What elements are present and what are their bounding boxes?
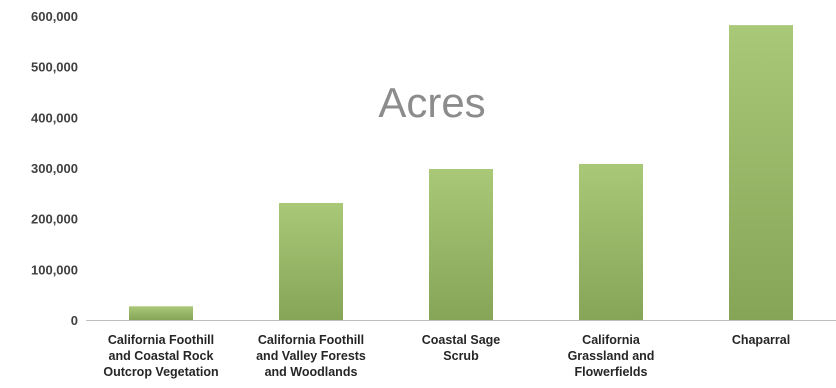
x-category-label: California Foothill and Valley Forests and… [256,333,366,379]
bar [129,306,193,320]
y-tick-label: 100,000 [31,262,78,277]
y-tick-label: 0 [71,313,78,328]
y-tick-label: 600,000 [31,9,78,24]
y-tick-label: 500,000 [31,60,78,75]
x-category-label: Chaparral [732,333,790,347]
bar [279,203,343,320]
bar [429,169,493,320]
x-axis-category-labels: California Foothill and Coastal Rock Outcr… [103,333,790,379]
y-tick-label: 400,000 [31,110,78,125]
y-tick-label: 200,000 [31,212,78,227]
bar-series [129,25,793,320]
x-category-label: California Foothill and Coastal Rock Outcr… [103,333,218,379]
x-category-label: California Grassland and Flowerfields [568,333,655,379]
bar [579,164,643,320]
y-axis-tick-labels: 0 100,000 200,000 300,000 400,000 500,000 600,… [31,9,78,328]
bar [729,25,793,320]
x-category-label: Coastal Sage Scrub [422,333,501,363]
chart-title: Acres [378,79,485,126]
y-tick-label: 300,000 [31,161,78,176]
